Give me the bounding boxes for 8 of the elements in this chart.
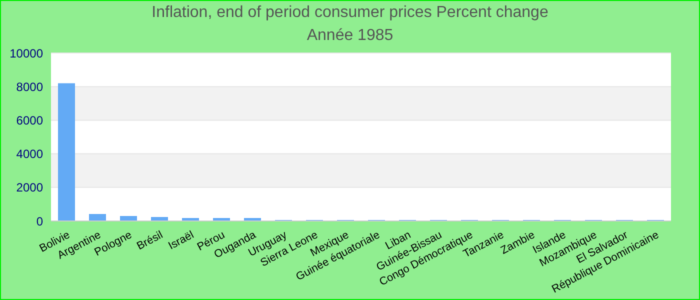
y-tick-label: 4000	[16, 147, 44, 162]
y-tick-label: 10000	[10, 46, 44, 60]
y-tick-label: 8000	[16, 80, 44, 94]
y-tick-label: 2000	[16, 180, 44, 195]
y-tick-label: 6000	[16, 113, 44, 128]
chart-title: Inflation, end of period consumer prices Percent change	[150, 4, 550, 22]
y-tick-label: 0	[36, 214, 44, 228]
chart-subtitle: Année 1985	[306, 27, 394, 45]
